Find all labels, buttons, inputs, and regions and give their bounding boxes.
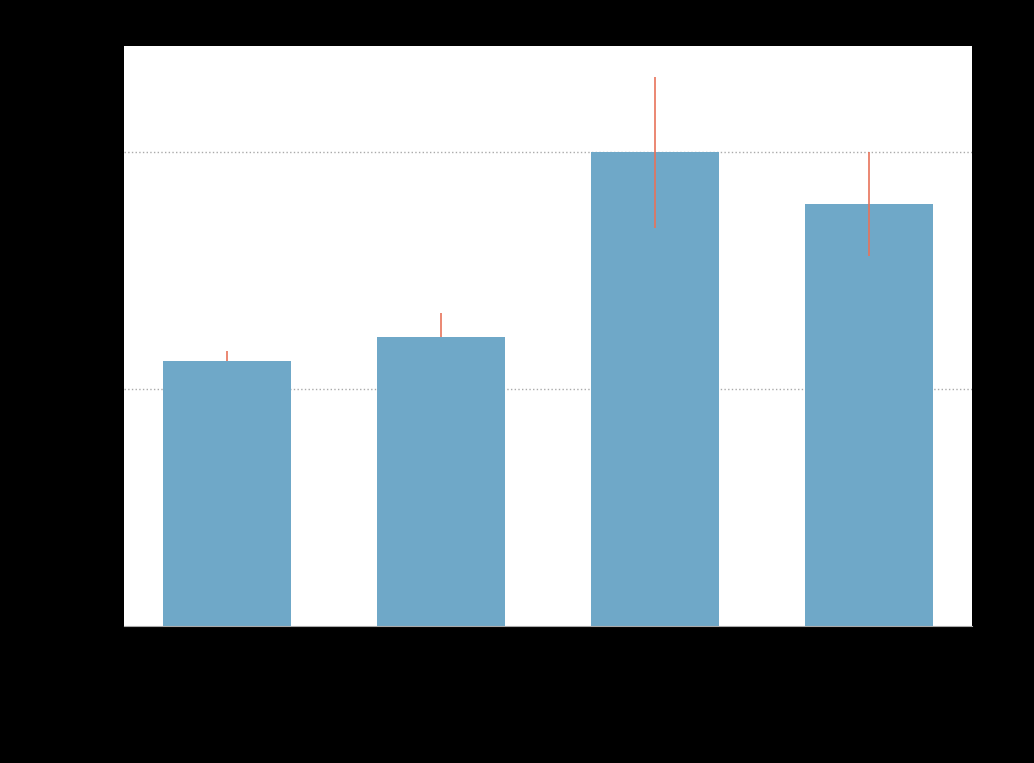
Y-axis label: Número de cópias: Número de cópias bbox=[64, 222, 89, 449]
Bar bbox=[376, 337, 506, 626]
Bar bbox=[162, 361, 292, 626]
Bar bbox=[804, 204, 934, 626]
Bar bbox=[590, 153, 720, 626]
